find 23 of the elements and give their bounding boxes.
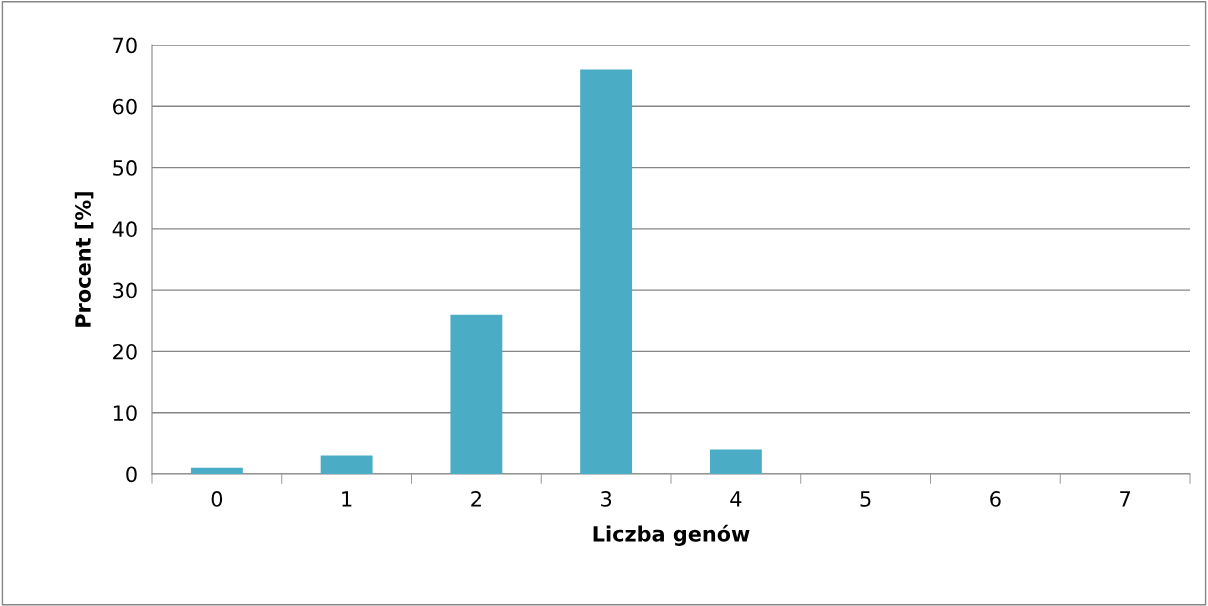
- x-tick-label: 0: [211, 491, 223, 507]
- bar: [709, 449, 762, 474]
- y-tick-label: 20: [113, 343, 137, 360]
- x-tick-label: 4: [730, 491, 742, 507]
- bar: [190, 467, 243, 474]
- x-tick-label: 7: [1120, 491, 1130, 507]
- bar: [580, 69, 633, 474]
- y-axis-title: Procent [%]: [74, 192, 94, 327]
- y-tick-label: 60: [113, 98, 137, 115]
- bar: [450, 314, 503, 474]
- x-tick-label: 3: [601, 491, 612, 507]
- x-axis-title: Liczba genów: [593, 524, 750, 546]
- bar: [320, 455, 373, 474]
- x-tick-label: 5: [860, 491, 871, 507]
- y-tick-label: 0: [126, 466, 137, 483]
- x-tick-label: 6: [990, 491, 1001, 507]
- y-tick-label: 10: [113, 405, 137, 421]
- y-tick-label: 50: [113, 160, 137, 176]
- x-tick-label: 1: [342, 491, 352, 507]
- y-tick-label: 40: [112, 221, 137, 238]
- x-tick-label: 2: [471, 491, 481, 507]
- y-tick-label: 30: [113, 282, 137, 299]
- y-tick-label: 70: [113, 37, 137, 54]
